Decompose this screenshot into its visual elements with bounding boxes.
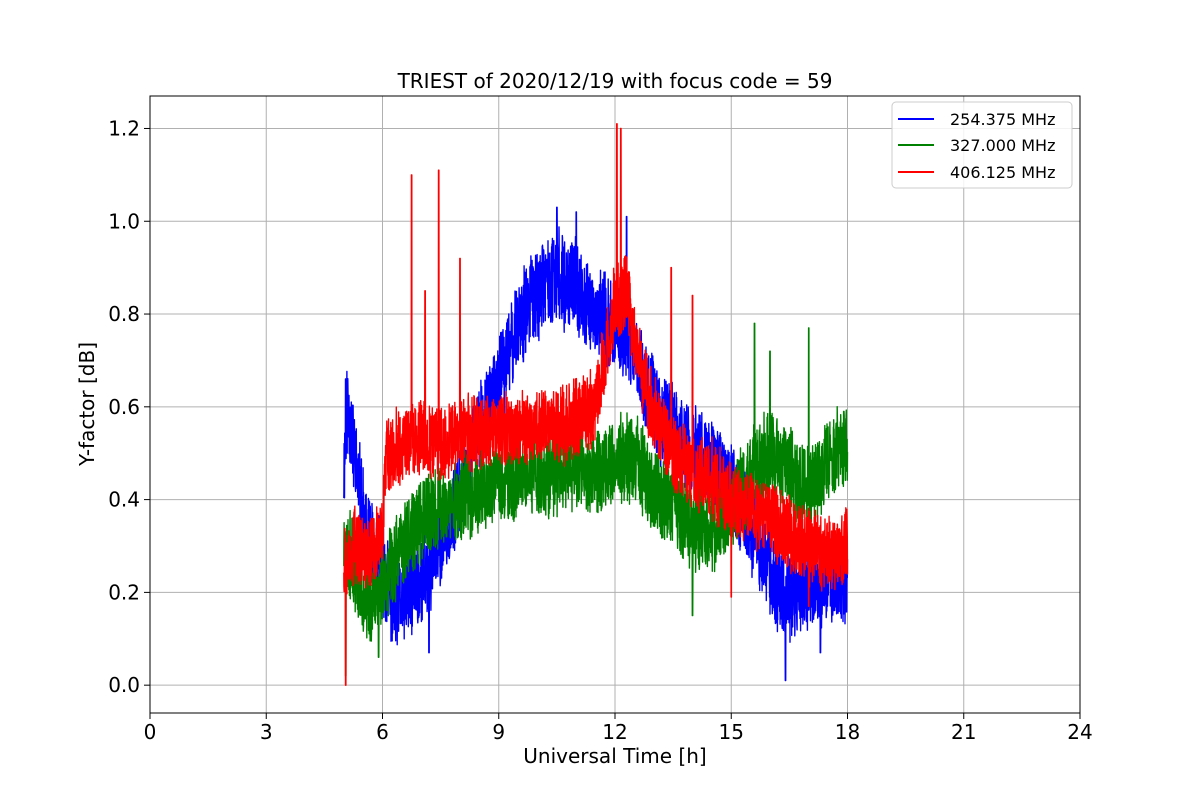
series-line-327-000 (343, 322, 849, 677)
series-line-406-125 (343, 123, 849, 686)
x-axis-label: Universal Time [h] (523, 744, 706, 768)
x-tick-label: 9 (492, 720, 505, 744)
x-tick-label: 18 (835, 720, 860, 744)
y-tick-label: 0.2 (108, 580, 140, 604)
legend-label-327: 327.000 MHz (950, 136, 1055, 155)
legend-label-254: 254.375 MHz (950, 110, 1055, 129)
x-tick-label: 3 (260, 720, 273, 744)
legend-label-406: 406.125 MHz (950, 163, 1055, 182)
legend: 254.375 MHz 327.000 MHz 406.125 MHz (891, 101, 1073, 189)
y-tick-label: 0.4 (108, 488, 140, 512)
y-tick-label: 1.0 (108, 209, 140, 233)
series-line-254-375 (343, 206, 849, 682)
x-tick-label: 24 (1067, 720, 1092, 744)
x-tick-label: 0 (144, 720, 157, 744)
y-tick-label: 0.0 (108, 673, 140, 697)
x-tick-label: 21 (951, 720, 976, 744)
x-tick-label: 15 (719, 720, 744, 744)
series-layer (343, 123, 849, 686)
x-tick-label: 12 (602, 720, 627, 744)
y-axis-label: Y-factor [dB] (75, 342, 99, 467)
y-tick-label: 0.6 (108, 395, 140, 419)
x-tick-label: 6 (376, 720, 389, 744)
tick-layer: 0 3 6 9 12 15 18 21 24 0.0 0.2 0.4 0.6 0.8 1.0 1.2 (108, 116, 1093, 744)
chart-title: TRIEST of 2020/12/19 with focus code = 5… (397, 69, 833, 93)
legend-box (891, 101, 1073, 189)
y-tick-label: 1.2 (108, 116, 140, 140)
y-tick-label: 0.8 (108, 302, 140, 326)
